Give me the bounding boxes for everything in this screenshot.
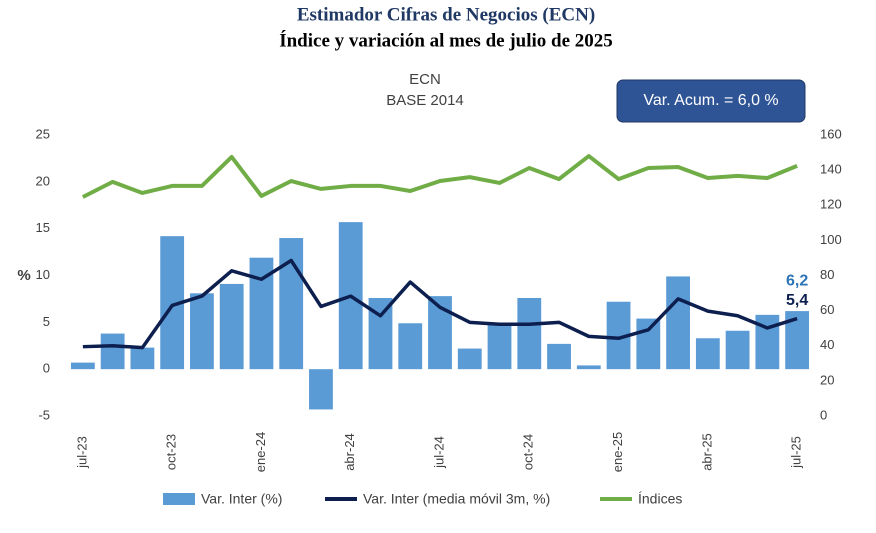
chart-subtitle: BASE 2014 bbox=[386, 92, 464, 109]
bar bbox=[517, 297, 542, 370]
y-tick-label: 0 bbox=[43, 361, 50, 376]
y-tick-label: 25 bbox=[36, 126, 50, 141]
bar bbox=[636, 318, 661, 370]
bar bbox=[368, 297, 393, 370]
bar bbox=[428, 296, 452, 370]
x-tick-label: ene-25 bbox=[610, 432, 625, 472]
bar bbox=[70, 362, 95, 370]
title: Estimador Cifras de Negocios (ECN) bbox=[297, 4, 595, 25]
bar bbox=[487, 324, 512, 370]
bar bbox=[309, 369, 333, 410]
bar bbox=[100, 333, 125, 370]
y2-tick-label: 20 bbox=[820, 372, 834, 387]
legend-label: Var. Inter (media móvil 3m, %) bbox=[363, 491, 550, 507]
data-label: 5,4 bbox=[786, 292, 808, 309]
y2-tick-label: 100 bbox=[820, 232, 842, 247]
bar bbox=[398, 323, 423, 370]
y-label: % bbox=[17, 267, 30, 284]
x-tick-label: ene-24 bbox=[253, 432, 268, 472]
x-tick-label: jul-25 bbox=[789, 436, 804, 469]
chart-title: ECN bbox=[409, 71, 441, 88]
x-tick-label: jul-24 bbox=[431, 436, 446, 469]
y2-tick-label: 120 bbox=[820, 197, 842, 212]
y2-tick-label: 140 bbox=[820, 162, 842, 177]
y-tick-label: 10 bbox=[36, 267, 50, 282]
x-tick-label: abr-24 bbox=[342, 433, 357, 471]
legend-swatch bbox=[163, 493, 195, 505]
legend-label: Índices bbox=[638, 491, 682, 507]
bar bbox=[606, 301, 631, 370]
bar bbox=[547, 343, 571, 370]
x-tick-label: oct-23 bbox=[164, 434, 179, 470]
bar bbox=[785, 311, 810, 370]
y-tick-label: 5 bbox=[43, 314, 50, 329]
y2-tick-label: 0 bbox=[820, 407, 827, 422]
subtitle: Índice y variación al mes de julio de 20… bbox=[279, 29, 613, 51]
y2-tick-label: 40 bbox=[820, 337, 834, 352]
bar bbox=[160, 236, 185, 370]
annotation: Var. Acum. = 6,0 % bbox=[643, 92, 778, 109]
y2-tick-label: 80 bbox=[820, 267, 834, 282]
bar bbox=[279, 238, 304, 370]
bar bbox=[249, 257, 274, 370]
x-tick-label: abr-25 bbox=[699, 433, 714, 471]
bar bbox=[576, 365, 601, 370]
y-tick-label: 20 bbox=[36, 173, 50, 188]
line bbox=[82, 258, 798, 350]
line bbox=[81, 154, 798, 199]
x-tick-label: oct-24 bbox=[521, 434, 536, 470]
y-tick-label: 15 bbox=[36, 220, 50, 235]
bar bbox=[190, 293, 214, 370]
bar bbox=[666, 276, 690, 370]
bar bbox=[457, 348, 482, 370]
data-label: 6,2 bbox=[786, 272, 808, 289]
legend-label: Var. Inter (%) bbox=[201, 491, 282, 507]
y2-tick-label: 160 bbox=[820, 126, 842, 141]
y2-tick-label: 60 bbox=[820, 302, 834, 317]
bar bbox=[755, 314, 780, 370]
y-tick-label: -5 bbox=[38, 407, 50, 422]
annotation-box bbox=[616, 79, 806, 123]
bar bbox=[725, 330, 750, 370]
bar bbox=[695, 338, 720, 370]
bar bbox=[130, 347, 155, 370]
x-tick-label: jul-23 bbox=[74, 436, 89, 469]
bar bbox=[219, 283, 244, 370]
